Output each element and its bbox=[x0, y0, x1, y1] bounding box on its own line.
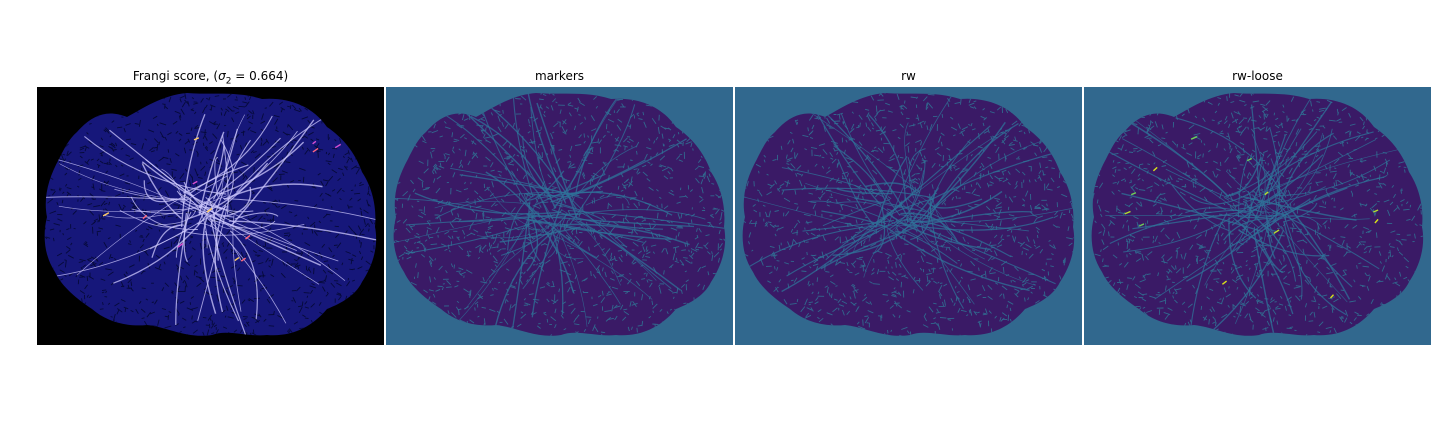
accent-speck bbox=[177, 242, 184, 248]
accent-speck bbox=[206, 207, 213, 213]
panel-title-markers: markers bbox=[534, 69, 585, 83]
accent-speck bbox=[234, 257, 240, 262]
panel-title-rw: rw bbox=[901, 69, 916, 83]
title-prefix: Frangi score, ( bbox=[132, 69, 219, 83]
accent-speck bbox=[1130, 192, 1137, 196]
accent-speck bbox=[1138, 223, 1145, 227]
accent-speck bbox=[1264, 191, 1269, 196]
accent-speck bbox=[1124, 210, 1131, 215]
image-rw-loose bbox=[1084, 87, 1431, 345]
image-markers bbox=[386, 87, 733, 345]
title-suffix: = 0.664) bbox=[231, 69, 289, 83]
accent-speck bbox=[1273, 229, 1280, 234]
title-var: σ bbox=[218, 69, 226, 83]
image-rw bbox=[735, 87, 1082, 345]
accent-speck bbox=[102, 212, 110, 217]
accent-speck bbox=[1373, 209, 1379, 213]
accent-speck bbox=[1190, 136, 1198, 140]
panel-title-rw-loose: rw-loose bbox=[1232, 69, 1283, 83]
accent-speck bbox=[1246, 157, 1253, 162]
accent-speck bbox=[1152, 166, 1158, 172]
frangi-image-svg bbox=[37, 87, 384, 345]
title-sub: 2 bbox=[225, 76, 232, 87]
accent-speck bbox=[245, 234, 251, 240]
accent-speck bbox=[334, 143, 342, 149]
markers-image-svg bbox=[386, 87, 733, 345]
accent-speck bbox=[1221, 280, 1228, 285]
tissue-region bbox=[44, 93, 377, 336]
panel-title-frangi: Frangi score, (σ2 = 0.664) bbox=[37, 68, 384, 89]
vessel-texture bbox=[1091, 93, 1424, 336]
rw-image-svg bbox=[735, 87, 1082, 345]
accent-speck bbox=[312, 140, 317, 145]
accent-speck bbox=[142, 214, 148, 220]
vessel-texture bbox=[393, 93, 726, 336]
accent-speck bbox=[312, 147, 319, 153]
accent-speck bbox=[1374, 218, 1379, 224]
accent-speck bbox=[240, 257, 247, 262]
accent-speck bbox=[1329, 294, 1335, 299]
image-frangi bbox=[37, 87, 384, 345]
accent-speck bbox=[192, 180, 198, 185]
rw-loose-image-svg bbox=[1084, 87, 1431, 345]
accent-speck bbox=[193, 137, 200, 141]
tissue-region bbox=[742, 93, 1075, 336]
